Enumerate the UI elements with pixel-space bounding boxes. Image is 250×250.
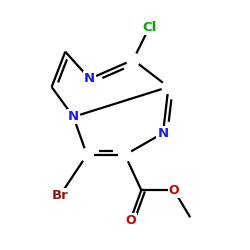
Text: Br: Br (52, 189, 68, 202)
Text: O: O (125, 214, 136, 226)
Text: N: N (68, 110, 79, 123)
Text: O: O (168, 184, 179, 197)
Text: N: N (158, 127, 168, 140)
Text: N: N (84, 72, 95, 85)
Text: Cl: Cl (142, 21, 156, 34)
